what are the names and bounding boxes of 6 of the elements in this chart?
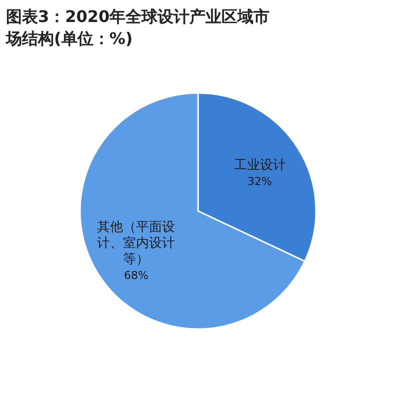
data-label: 68% <box>124 269 148 282</box>
slice-label: 工业设计 <box>234 158 286 173</box>
slice-label: 其他（平面设计、室内设计等） <box>97 220 176 268</box>
data-label: 32% <box>248 174 272 188</box>
chart-title: 图表3：2020年全球设计产业区域市场结构(单位：%) <box>6 6 271 50</box>
pie-slice <box>197 92 317 262</box>
